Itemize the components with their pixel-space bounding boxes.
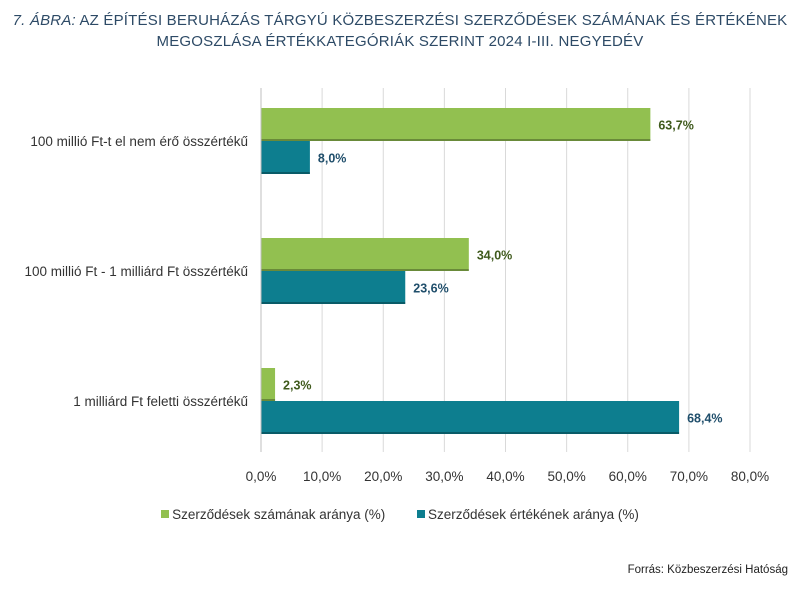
x-tick-label: 20,0%	[364, 469, 402, 484]
data-label: 2,3%	[283, 379, 312, 393]
bar-count-share	[261, 238, 469, 271]
x-tick-label: 50,0%	[547, 469, 585, 484]
source-note: Forrás: Közbeszerzési Hatóság	[627, 564, 788, 576]
x-tick-label: 60,0%	[609, 469, 647, 484]
data-label: 23,6%	[413, 282, 448, 296]
bar-count-share	[261, 108, 651, 141]
category-label: 100 millió Ft - 1 milliárd Ft összértékű	[24, 264, 248, 279]
x-tick-label: 10,0%	[303, 469, 341, 484]
bar-shadow	[261, 172, 310, 174]
legend-swatch-teal	[417, 510, 425, 518]
bar-value-share	[261, 271, 406, 304]
legend-item-value: Szerződések értékének aránya (%)	[417, 507, 639, 522]
title-line-2: MEGOSZLÁSA ÉRTÉKKATEGÓRIÁK SZERINT 2024 …	[156, 33, 644, 50]
legend-swatch-green	[161, 510, 170, 518]
bar-shadow	[261, 432, 680, 434]
bar-shadow	[261, 269, 469, 271]
legend: Szerződések számának aránya (%) Szerződé…	[0, 507, 800, 522]
bar-value-share	[261, 401, 680, 434]
legend-label-count: Szerződések számának aránya (%)	[172, 507, 386, 522]
bar-shadow	[261, 399, 276, 401]
data-label: 8,0%	[318, 152, 347, 166]
title-line-1: 7. ÁBRA: AZ ÉPÍTÉSI BERUHÁZÁS TÁRGYÚ KÖZ…	[0, 10, 800, 31]
bar-shadow	[261, 302, 406, 304]
x-tick-label: 40,0%	[486, 469, 524, 484]
category-label: 100 millió Ft-t el nem érő összértékű	[30, 134, 248, 149]
bar-value-share	[261, 141, 310, 174]
data-label: 63,7%	[658, 119, 693, 133]
legend-label-value: Szerződések értékének aránya (%)	[428, 507, 639, 522]
category-label: 1 milliárd Ft feletti összértékű	[73, 394, 248, 409]
x-tick-label: 30,0%	[425, 469, 463, 484]
legend-item-count: Szerződések számának aránya (%)	[161, 507, 385, 522]
x-tick-label: 0,0%	[246, 469, 277, 484]
bar-count-share	[261, 368, 276, 401]
chart-title: 7. ÁBRA: AZ ÉPÍTÉSI BERUHÁZÁS TÁRGYÚ KÖZ…	[0, 10, 800, 52]
title-rest: AZ ÉPÍTÉSI BERUHÁZÁS TÁRGYÚ KÖZBESZERZÉS…	[79, 12, 788, 29]
x-tick-label: 80,0%	[731, 469, 769, 484]
bar-shadow	[261, 139, 651, 141]
title-lead: 7. ÁBRA:	[12, 12, 76, 29]
data-label: 34,0%	[477, 249, 512, 263]
data-label: 68,4%	[687, 412, 722, 426]
x-tick-label: 70,0%	[670, 469, 708, 484]
